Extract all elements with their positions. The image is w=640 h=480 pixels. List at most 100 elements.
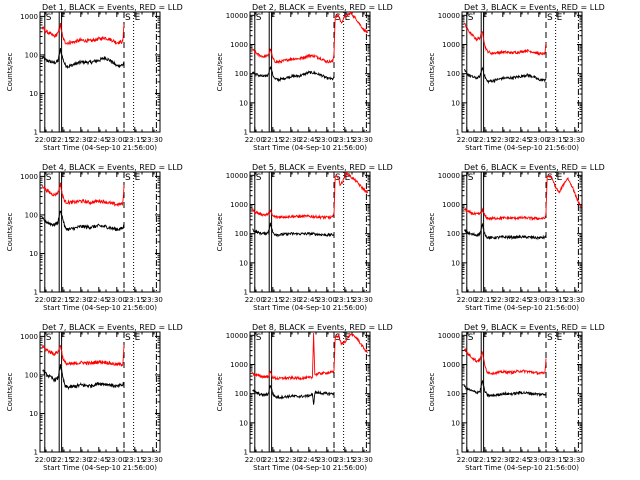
panel-title: Det 1, BLACK = Events, RED = LLD [42,3,183,12]
x-tick-label: 22:15 [475,136,495,144]
x-tick-label: 22:15 [475,296,495,304]
y-tick-label: 100 [235,70,248,78]
start-marker-label: S [256,13,262,23]
flare-marker-label: F [60,13,65,23]
x-tick-label: 23:00 [529,136,549,144]
lld-series-line [464,175,582,222]
y-tick-label: 1 [244,129,248,137]
y-tick-label: 1 [456,449,460,457]
panel-det-2: Det 2, BLACK = Events, RED = LLD 1 10 100 10… [216,3,393,152]
panel-det-8: Det 8, BLACK = Events, RED = LLD 1 10 100 10… [216,323,393,472]
lld-series-line [41,22,125,46]
x-tick-label: 22:45 [299,456,319,464]
y-tick-label: 100 [447,70,460,78]
plot-frame [39,171,161,293]
y-tick-label: 1 [34,289,38,297]
end-marker-label: E [135,173,141,183]
x-tick-label: 23:15 [335,296,355,304]
y-tick-label: 1000 [230,201,248,209]
x-tick-label: 22:45 [89,136,109,144]
flare-marker-label: F [270,333,275,343]
start-marker-label: S [335,13,341,23]
x-axis-label: Start Time (04-Sep-10 21:56:00) [465,464,579,472]
x-tick-label: 22:30 [281,136,301,144]
start-marker-label: S [335,333,341,343]
y-tick-label: 100 [25,51,38,59]
events-series-line [41,210,125,232]
flare-marker-label: F [60,173,65,183]
x-tick-label: 23:15 [547,456,567,464]
x-tick-label: 22:15 [263,136,283,144]
y-axis-label: Counts/sec [6,373,14,412]
x-tick-label: 23:00 [317,296,337,304]
x-tick-label: 23:15 [125,296,145,304]
x-axis-label: Start Time (04-Sep-10 21:56:00) [43,304,157,312]
y-tick-label: 1000 [442,41,460,49]
y-tick-label: 10 [29,410,38,418]
x-tick-label: 22:15 [263,296,283,304]
y-tick-label: 10 [239,99,248,107]
y-tick-label: 1000 [442,361,460,369]
x-tick-label: 23:00 [317,456,337,464]
panel-det-1: Det 1, BLACK = Events, RED = LLD 1 10 100 10… [6,3,183,152]
y-tick-label: 10 [29,90,38,98]
x-tick-label: 23:30 [565,456,585,464]
x-tick-label: 23:00 [107,296,127,304]
start-marker-label: S [468,13,474,23]
end-marker-label: E [557,13,563,23]
end-marker-label: E [557,173,563,183]
y-tick-label: 1 [34,129,38,137]
x-tick-label: 23:15 [547,136,567,144]
x-tick-label: 23:00 [529,456,549,464]
lld-series-line [464,22,547,56]
flare-marker-label: F [482,333,487,343]
x-tick-label: 22:30 [493,296,513,304]
lld-series-line [252,172,369,221]
y-tick-label: 1 [244,449,248,457]
start-marker-label: S [125,173,131,183]
start-marker-label: S [125,13,131,23]
x-tick-label: 23:15 [335,136,355,144]
x-tick-label: 22:00 [457,136,477,144]
lld-series-line [41,182,125,207]
panel-title: Det 4, BLACK = Events, RED = LLD [42,163,183,172]
events-series-line [464,66,547,85]
start-marker-label: S [256,173,262,183]
x-tick-label: 22:30 [71,456,91,464]
y-axis-label: Counts/sec [428,213,436,252]
lld-series-line [463,347,547,376]
events-series-line [252,222,335,238]
plot-frame [39,331,161,453]
plot-frame [249,331,371,453]
x-tick-label: 23:30 [353,136,373,144]
x-tick-label: 23:15 [547,296,567,304]
panel-title: Det 8, BLACK = Events, RED = LLD [252,323,393,332]
y-tick-label: 10000 [226,332,248,340]
x-tick-label: 22:00 [245,456,265,464]
plot-frame [461,11,583,133]
x-tick-label: 22:45 [89,296,109,304]
y-tick-label: 1 [456,289,460,297]
panel-title: Det 3, BLACK = Events, RED = LLD [464,3,605,12]
x-tick-label: 22:30 [71,296,91,304]
x-tick-label: 22:45 [511,456,531,464]
plot-frame [39,11,161,133]
y-tick-label: 1 [34,449,38,457]
panel-title: Det 6, BLACK = Events, RED = LLD [464,163,605,172]
x-tick-label: 22:00 [457,456,477,464]
x-tick-label: 23:15 [335,456,355,464]
y-axis-label: Counts/sec [428,373,436,412]
x-tick-label: 23:00 [107,456,127,464]
x-tick-label: 22:15 [53,136,73,144]
flare-marker-label: F [270,173,275,183]
x-tick-label: 23:15 [125,136,145,144]
panel-det-3: Det 3, BLACK = Events, RED = LLD 1 10 100 10… [428,3,605,152]
x-tick-label: 23:15 [125,456,145,464]
x-tick-label: 22:00 [35,296,55,304]
y-tick-label: 10 [239,259,248,267]
start-marker-label: S [46,333,52,343]
x-tick-label: 22:30 [281,456,301,464]
x-tick-label: 22:00 [245,296,265,304]
y-tick-label: 1000 [230,41,248,49]
x-axis-label: Start Time (04-Sep-10 21:56:00) [253,144,367,152]
